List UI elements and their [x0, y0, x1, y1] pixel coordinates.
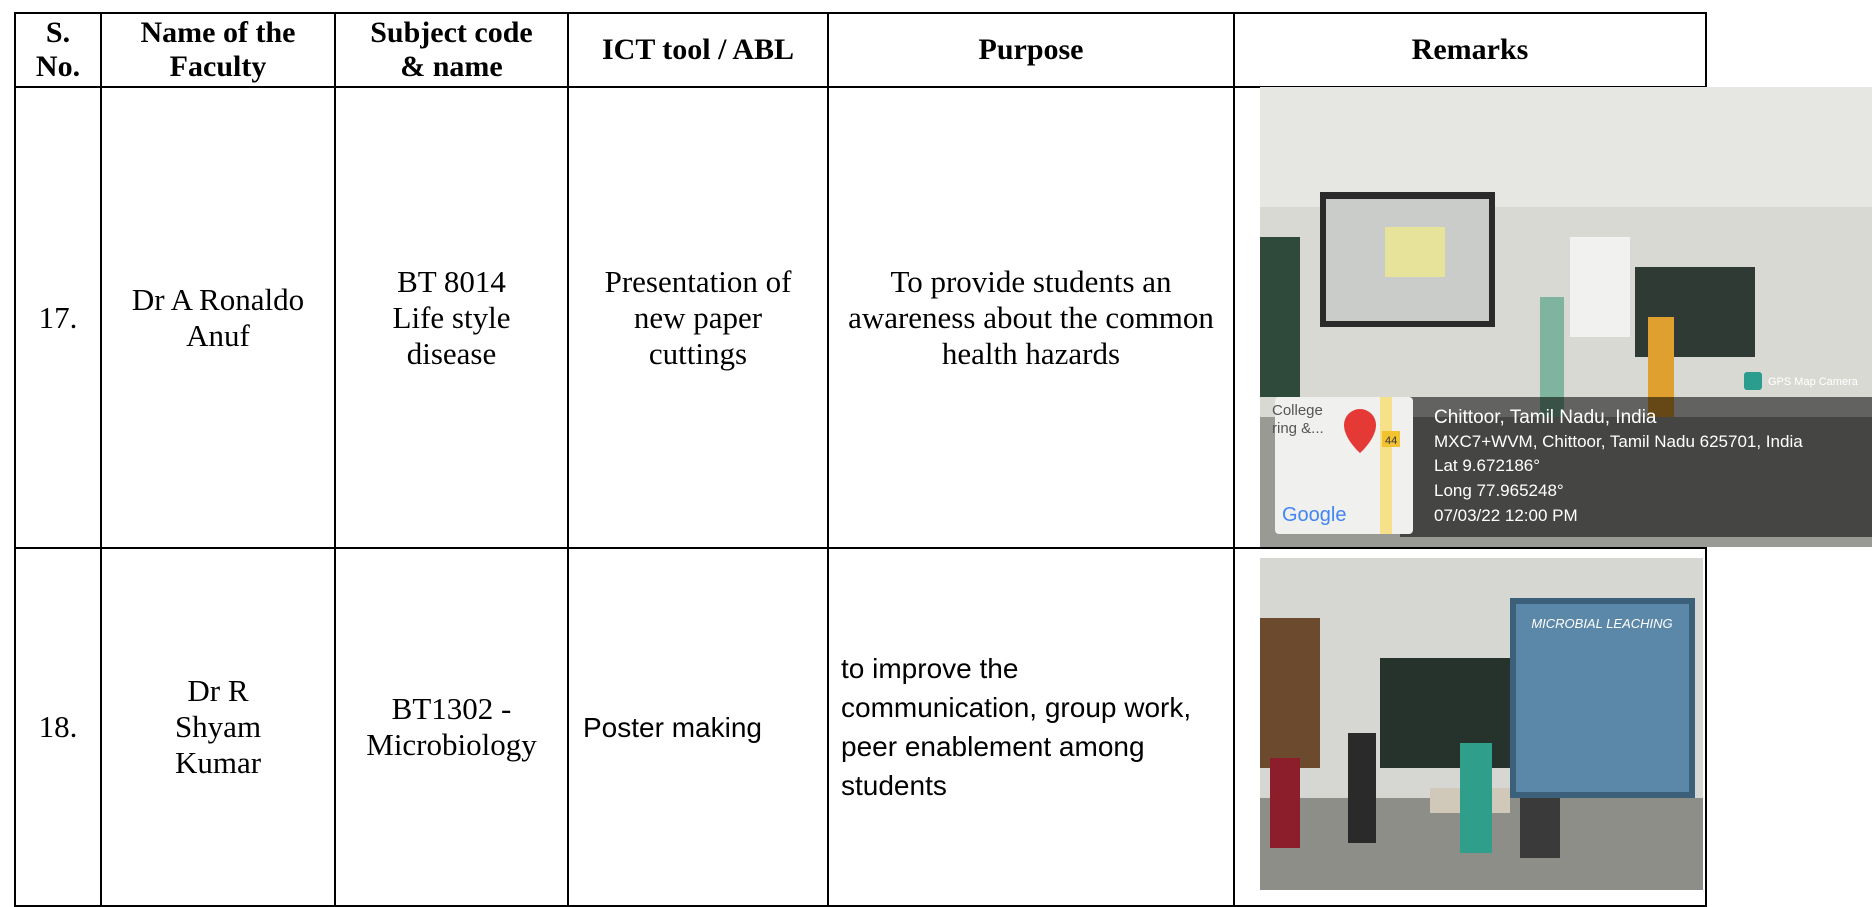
- gps-line: MXC7+WVM, Chittoor, Tamil Nadu 625701, I…: [1434, 432, 1803, 451]
- gps-line: 07/03/22 12:00 PM: [1434, 506, 1578, 525]
- gps-line: Lat 9.672186°: [1434, 456, 1540, 475]
- header-purpose: Purpose: [827, 12, 1235, 88]
- gps-line: Long 77.965248°: [1434, 481, 1564, 500]
- sno: 18.: [14, 547, 102, 907]
- faculty: Dr A Ronaldo Anuf: [100, 86, 336, 549]
- purpose: to improve the communication, group work…: [827, 547, 1235, 907]
- subject: BT1302 - Microbiology: [334, 547, 569, 907]
- subject: BT 8014 Life style disease: [334, 86, 569, 549]
- faculty: Dr R Shyam Kumar: [100, 547, 336, 907]
- header-subject: Subject code & name: [334, 12, 569, 88]
- header-sno: S. No.: [14, 12, 102, 88]
- purpose: To provide students an awareness about t…: [827, 86, 1235, 549]
- map-label: College: [1272, 402, 1323, 419]
- header-name: Name of the Faculty: [100, 12, 336, 88]
- screen-title: MICROBIAL LEACHING: [1531, 616, 1672, 631]
- map-label: 44: [1385, 435, 1397, 447]
- photo: College ring &... 44 Google GPS Map Came…: [1260, 87, 1872, 547]
- map-label: ring &...: [1272, 420, 1324, 437]
- tool: Presentation of new paper cuttings: [567, 86, 829, 549]
- gps-line: Chittoor, Tamil Nadu, India: [1434, 407, 1657, 428]
- photo: MICROBIAL LEACHING: [1260, 558, 1703, 890]
- app-label: GPS Map Camera: [1768, 376, 1859, 388]
- header-tool: ICT tool / ABL: [567, 12, 829, 88]
- tool: Poster making: [567, 547, 829, 907]
- map-label: Google: [1282, 504, 1347, 526]
- header-remarks: Remarks: [1233, 12, 1707, 88]
- sno: 17.: [14, 86, 102, 549]
